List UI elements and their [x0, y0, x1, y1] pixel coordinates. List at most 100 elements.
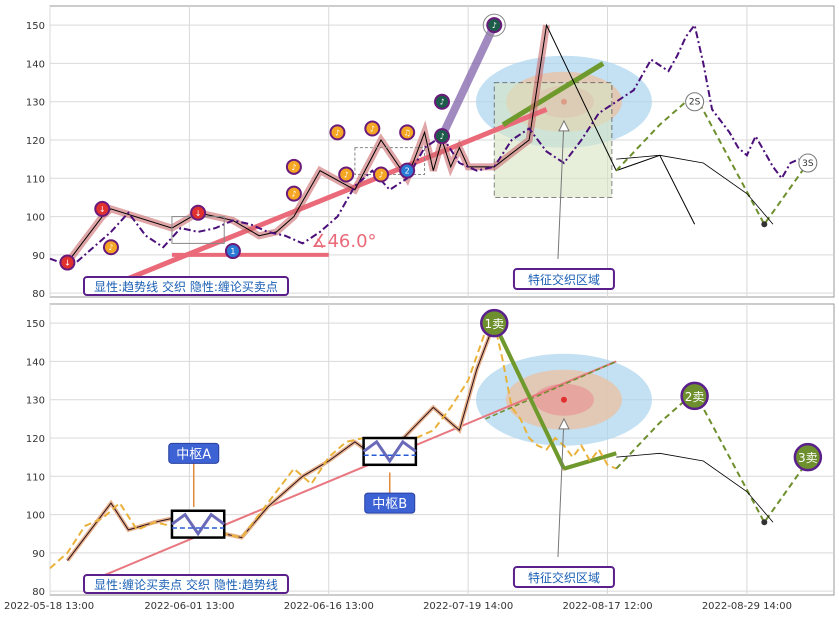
zhongshu-wave — [362, 439, 417, 464]
buy-sell-marker — [399, 162, 416, 179]
forecast-dot — [761, 519, 768, 526]
region-tag-label: 特征交织区域 — [528, 272, 600, 287]
y-tick-label: 140 — [26, 59, 45, 70]
mode-tag-label: 显性:趋势线 交织 隐性:缠论买卖点 — [94, 279, 278, 294]
buy-sell-marker-label: ↓ — [195, 209, 202, 218]
buy-sell-marker-label: ♫ — [404, 128, 411, 137]
x-tick-label: 2022-06-01 13:00 — [144, 601, 234, 612]
buy-sell-marker — [224, 243, 241, 260]
y-tick-label: 120 — [26, 136, 45, 147]
price-line — [49, 22, 800, 268]
forecast-marker-label: 2S — [689, 98, 701, 108]
y-tick-label: 120 — [26, 434, 45, 445]
region-center-dot — [560, 396, 567, 403]
forecast-marker-label: 3S — [802, 159, 814, 169]
peak-ring — [482, 13, 506, 37]
zhongshu-wave — [171, 512, 226, 537]
forecast-marker — [798, 153, 818, 173]
y-tick-label: 80 — [32, 289, 45, 300]
buy-sell-marker — [338, 166, 355, 183]
buy-sell-marker — [486, 17, 503, 34]
buy-sell-marker — [190, 204, 207, 221]
sell-marker-label: 3卖 — [798, 451, 818, 465]
bottom-panel: 80 90 100 110 120 130 140 150 中枢A 中枢B 1卖 2卖 3卖特征交织区域… — [26, 303, 835, 598]
buy-sell-marker — [329, 124, 346, 141]
sell-marker-label: 1卖 — [484, 317, 504, 331]
plot-frame — [49, 303, 835, 596]
x-tick-label: 2022-08-17 12:00 — [562, 601, 652, 612]
buy-sell-marker — [59, 254, 76, 271]
buy-sell-marker-label: 2 — [405, 167, 410, 176]
buy-sell-marker — [399, 124, 416, 141]
y-tick-label: 140 — [26, 357, 45, 368]
region-pointer-head — [558, 417, 570, 430]
buy-sell-marker-label: ♪ — [335, 128, 340, 137]
y-tick-label: 110 — [26, 174, 45, 185]
y-tick-label: 130 — [26, 396, 45, 407]
buy-sell-marker — [285, 158, 302, 175]
y-tick-label: 110 — [26, 472, 45, 483]
x-tick-label: 2022-08-29 14:00 — [702, 601, 792, 612]
zhongshu-tag — [364, 492, 416, 514]
y-tick-label: 90 — [32, 251, 45, 262]
x-tick-label: 2022-05-18 13:00 — [4, 601, 94, 612]
mini-center-box — [354, 147, 426, 175]
mode-tag — [83, 574, 289, 594]
region-pointer-head — [558, 119, 570, 132]
angle-label: ∡46.0° — [311, 231, 376, 252]
buy-sell-marker-label: 1 — [230, 247, 235, 256]
buy-sell-marker — [373, 166, 390, 183]
buy-sell-marker — [434, 93, 450, 110]
top-panel: 80 90 100 110 120 130 140 150 ∡46.0° 2S 3S ↓ ↓ ♪ ↓ 1 ♪ ♪ ♪… — [26, 5, 835, 300]
x-axis: 2022-05-18 13:00 2022-06-01 13:00 2022-06-… — [4, 601, 792, 612]
buy-sell-marker — [94, 200, 111, 217]
mode-tag-label: 显性:缠论买卖点 交织 隐性:趋势线 — [94, 577, 278, 592]
forecast-arc — [616, 452, 774, 523]
y-tick-label: 150 — [26, 21, 45, 32]
region-tag — [512, 268, 615, 290]
region-pointer — [557, 418, 565, 558]
buy-sell-marker — [285, 185, 302, 202]
y-tick-label: 100 — [26, 213, 45, 224]
zhongshu-tag-label: 中枢A — [176, 447, 211, 462]
buy-sell-marker-label: ♪ — [370, 125, 375, 134]
y-tick-label: 80 — [32, 587, 45, 598]
y-tick-label: 90 — [32, 549, 45, 560]
buy-sell-marker — [434, 128, 450, 145]
mode-tag — [83, 276, 289, 296]
x-tick-label: 2022-06-16 13:00 — [284, 601, 374, 612]
buy-sell-marker-label: ↓ — [99, 205, 106, 214]
buy-sell-marker-label: ♪ — [378, 170, 383, 179]
forecast-path — [615, 390, 809, 525]
sell-marker — [680, 381, 709, 411]
buy-sell-marker-label: ♪ — [439, 98, 444, 107]
zhongshu-tag — [168, 442, 220, 464]
buy-sell-marker-label: ♪ — [439, 132, 444, 141]
region-box — [493, 82, 613, 198]
sell-marker — [793, 442, 823, 472]
x-tick-label: 2022-07-19 14:00 — [423, 601, 513, 612]
region-pointer — [557, 120, 565, 260]
zhongshu-tag-label: 中枢B — [372, 497, 407, 512]
buy-sell-marker — [364, 120, 381, 137]
region-tag-label: 特征交织区域 — [528, 570, 600, 585]
sell-marker — [480, 308, 509, 338]
forecast-marker — [685, 92, 705, 112]
buy-sell-marker-label: ♪ — [291, 163, 296, 172]
forecast-path — [615, 92, 809, 227]
buy-sell-marker-label: ↓ — [64, 259, 71, 268]
rebound-band — [563, 451, 617, 471]
y-tick-label: 150 — [26, 319, 45, 330]
buy-sell-marker-label: ♪ — [291, 190, 296, 199]
up-stroke-band — [438, 23, 498, 138]
buy-sell-marker-label: ♪ — [344, 170, 349, 179]
forecast-arc — [616, 154, 774, 225]
region-tag — [512, 566, 615, 588]
forecast-dot — [761, 221, 768, 228]
y-tick-label: 100 — [26, 511, 45, 522]
buy-sell-marker — [102, 239, 119, 256]
sell-marker-label: 2卖 — [685, 390, 705, 404]
buy-sell-marker-label: ♪ — [492, 21, 497, 30]
green-extension — [501, 61, 605, 127]
